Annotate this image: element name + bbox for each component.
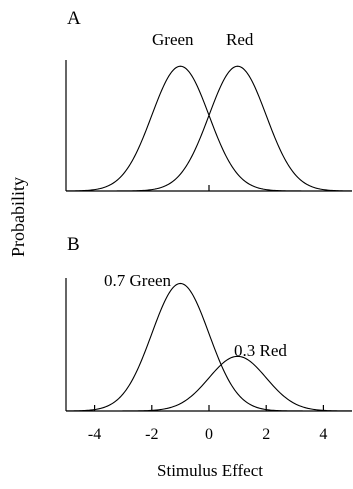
x-axis-title: Stimulus Effect [157,461,263,480]
panel-b-x-tick-label: 0 [205,426,213,443]
panel-b-x-tick-label: -4 [88,426,101,443]
panel-a: A Green Red [65,8,353,192]
panel-a-series-green-line [65,65,352,192]
panel-a-series-red-line [66,65,353,192]
panel-a-label: A [67,8,81,29]
panel-b-label: B [67,234,80,255]
panel-b-series-green-label: 0.7 Green [104,271,172,290]
panel-a-series-red-label: Red [226,30,254,49]
y-axis-title: Probability [8,177,28,257]
panel-a-series-green-label: Green [152,30,194,49]
panel-b-series-red-label: 0.3 Red [234,341,287,360]
panel-b: B -4 -2 0 2 4 0.7 Green 0.3 Red [65,234,352,443]
panel-b-series-red-line [66,355,352,412]
panel-b-x-tick-label: -2 [145,426,158,443]
panel-b-x-tick-label: 2 [262,426,270,443]
panel-b-series-green-line [65,282,352,412]
panel-b-x-tick-label: 4 [319,426,327,443]
